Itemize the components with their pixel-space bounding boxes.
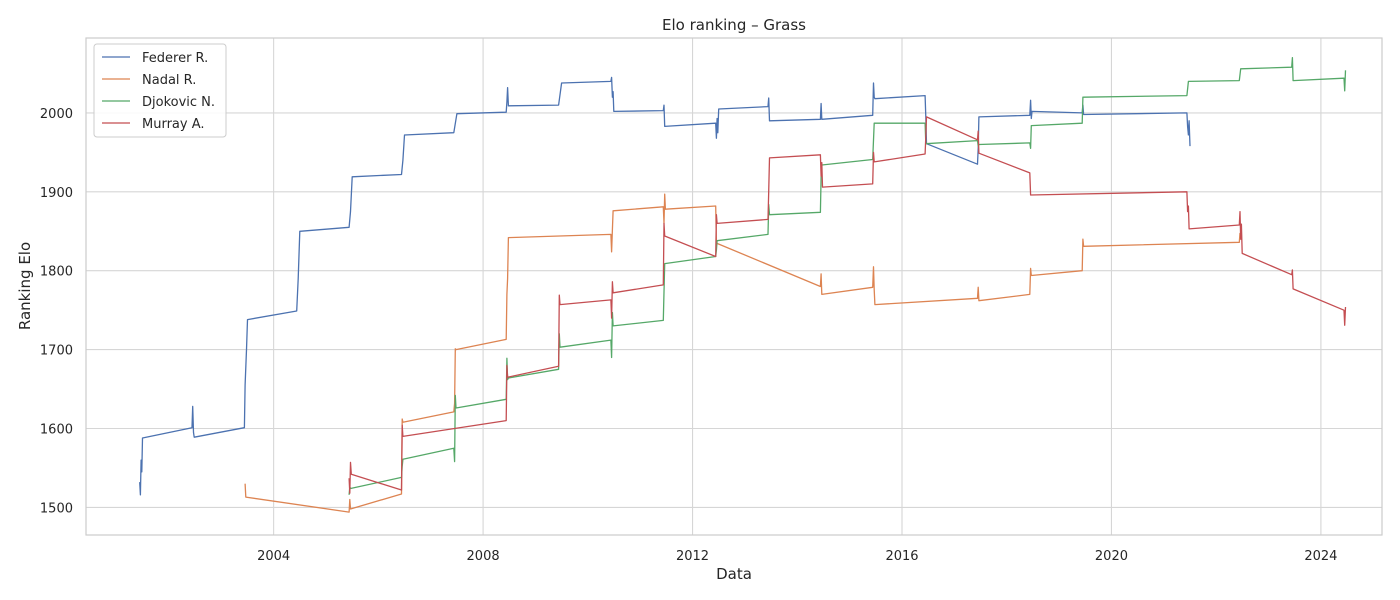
y-tick-label: 2000	[40, 107, 73, 122]
tick-labels: 2004 2008 2012 2016 2020 2024 1500 1600 1700 1800…	[40, 107, 1338, 564]
series-line-murray	[348, 116, 1347, 494]
x-tick-label: 2004	[257, 549, 290, 564]
legend-label-federer: Federer R.	[142, 51, 208, 66]
legend-entry-federer: Federer R.	[102, 51, 208, 66]
legend-label-nadal: Nadal R.	[142, 73, 196, 88]
series-line-nadal	[244, 193, 1241, 513]
x-tick-label: 2016	[885, 549, 918, 564]
x-tick-label: 2012	[676, 549, 709, 564]
x-tick-label: 2008	[467, 549, 500, 564]
series-line-federer	[139, 76, 1191, 496]
y-tick-label: 1900	[40, 186, 73, 201]
x-tick-label: 2020	[1095, 549, 1128, 564]
y-tick-label: 1700	[40, 344, 73, 359]
legend-label-murray: Murray A.	[142, 117, 205, 132]
x-tick-label: 2024	[1304, 549, 1337, 564]
x-axis-label: Data	[716, 565, 752, 583]
legend-label-djokovic: Djokovic N.	[142, 95, 215, 110]
y-tick-label: 1600	[40, 423, 73, 438]
y-tick-label: 1800	[40, 265, 73, 280]
chart-title: Elo ranking – Grass	[662, 16, 806, 34]
legend-entry-djokovic: Djokovic N.	[102, 95, 215, 110]
legend-entry-murray: Murray A.	[102, 117, 205, 132]
plot-frame	[85, 37, 1383, 536]
legend-entry-nadal: Nadal R.	[102, 73, 196, 88]
series-lines	[139, 57, 1347, 513]
legend: Federer R. Nadal R. Djokovic N. Murray A…	[93, 43, 227, 138]
y-tick-label: 1500	[40, 501, 73, 516]
y-axis-label: Ranking Elo	[16, 242, 34, 330]
legend-box	[93, 43, 227, 138]
